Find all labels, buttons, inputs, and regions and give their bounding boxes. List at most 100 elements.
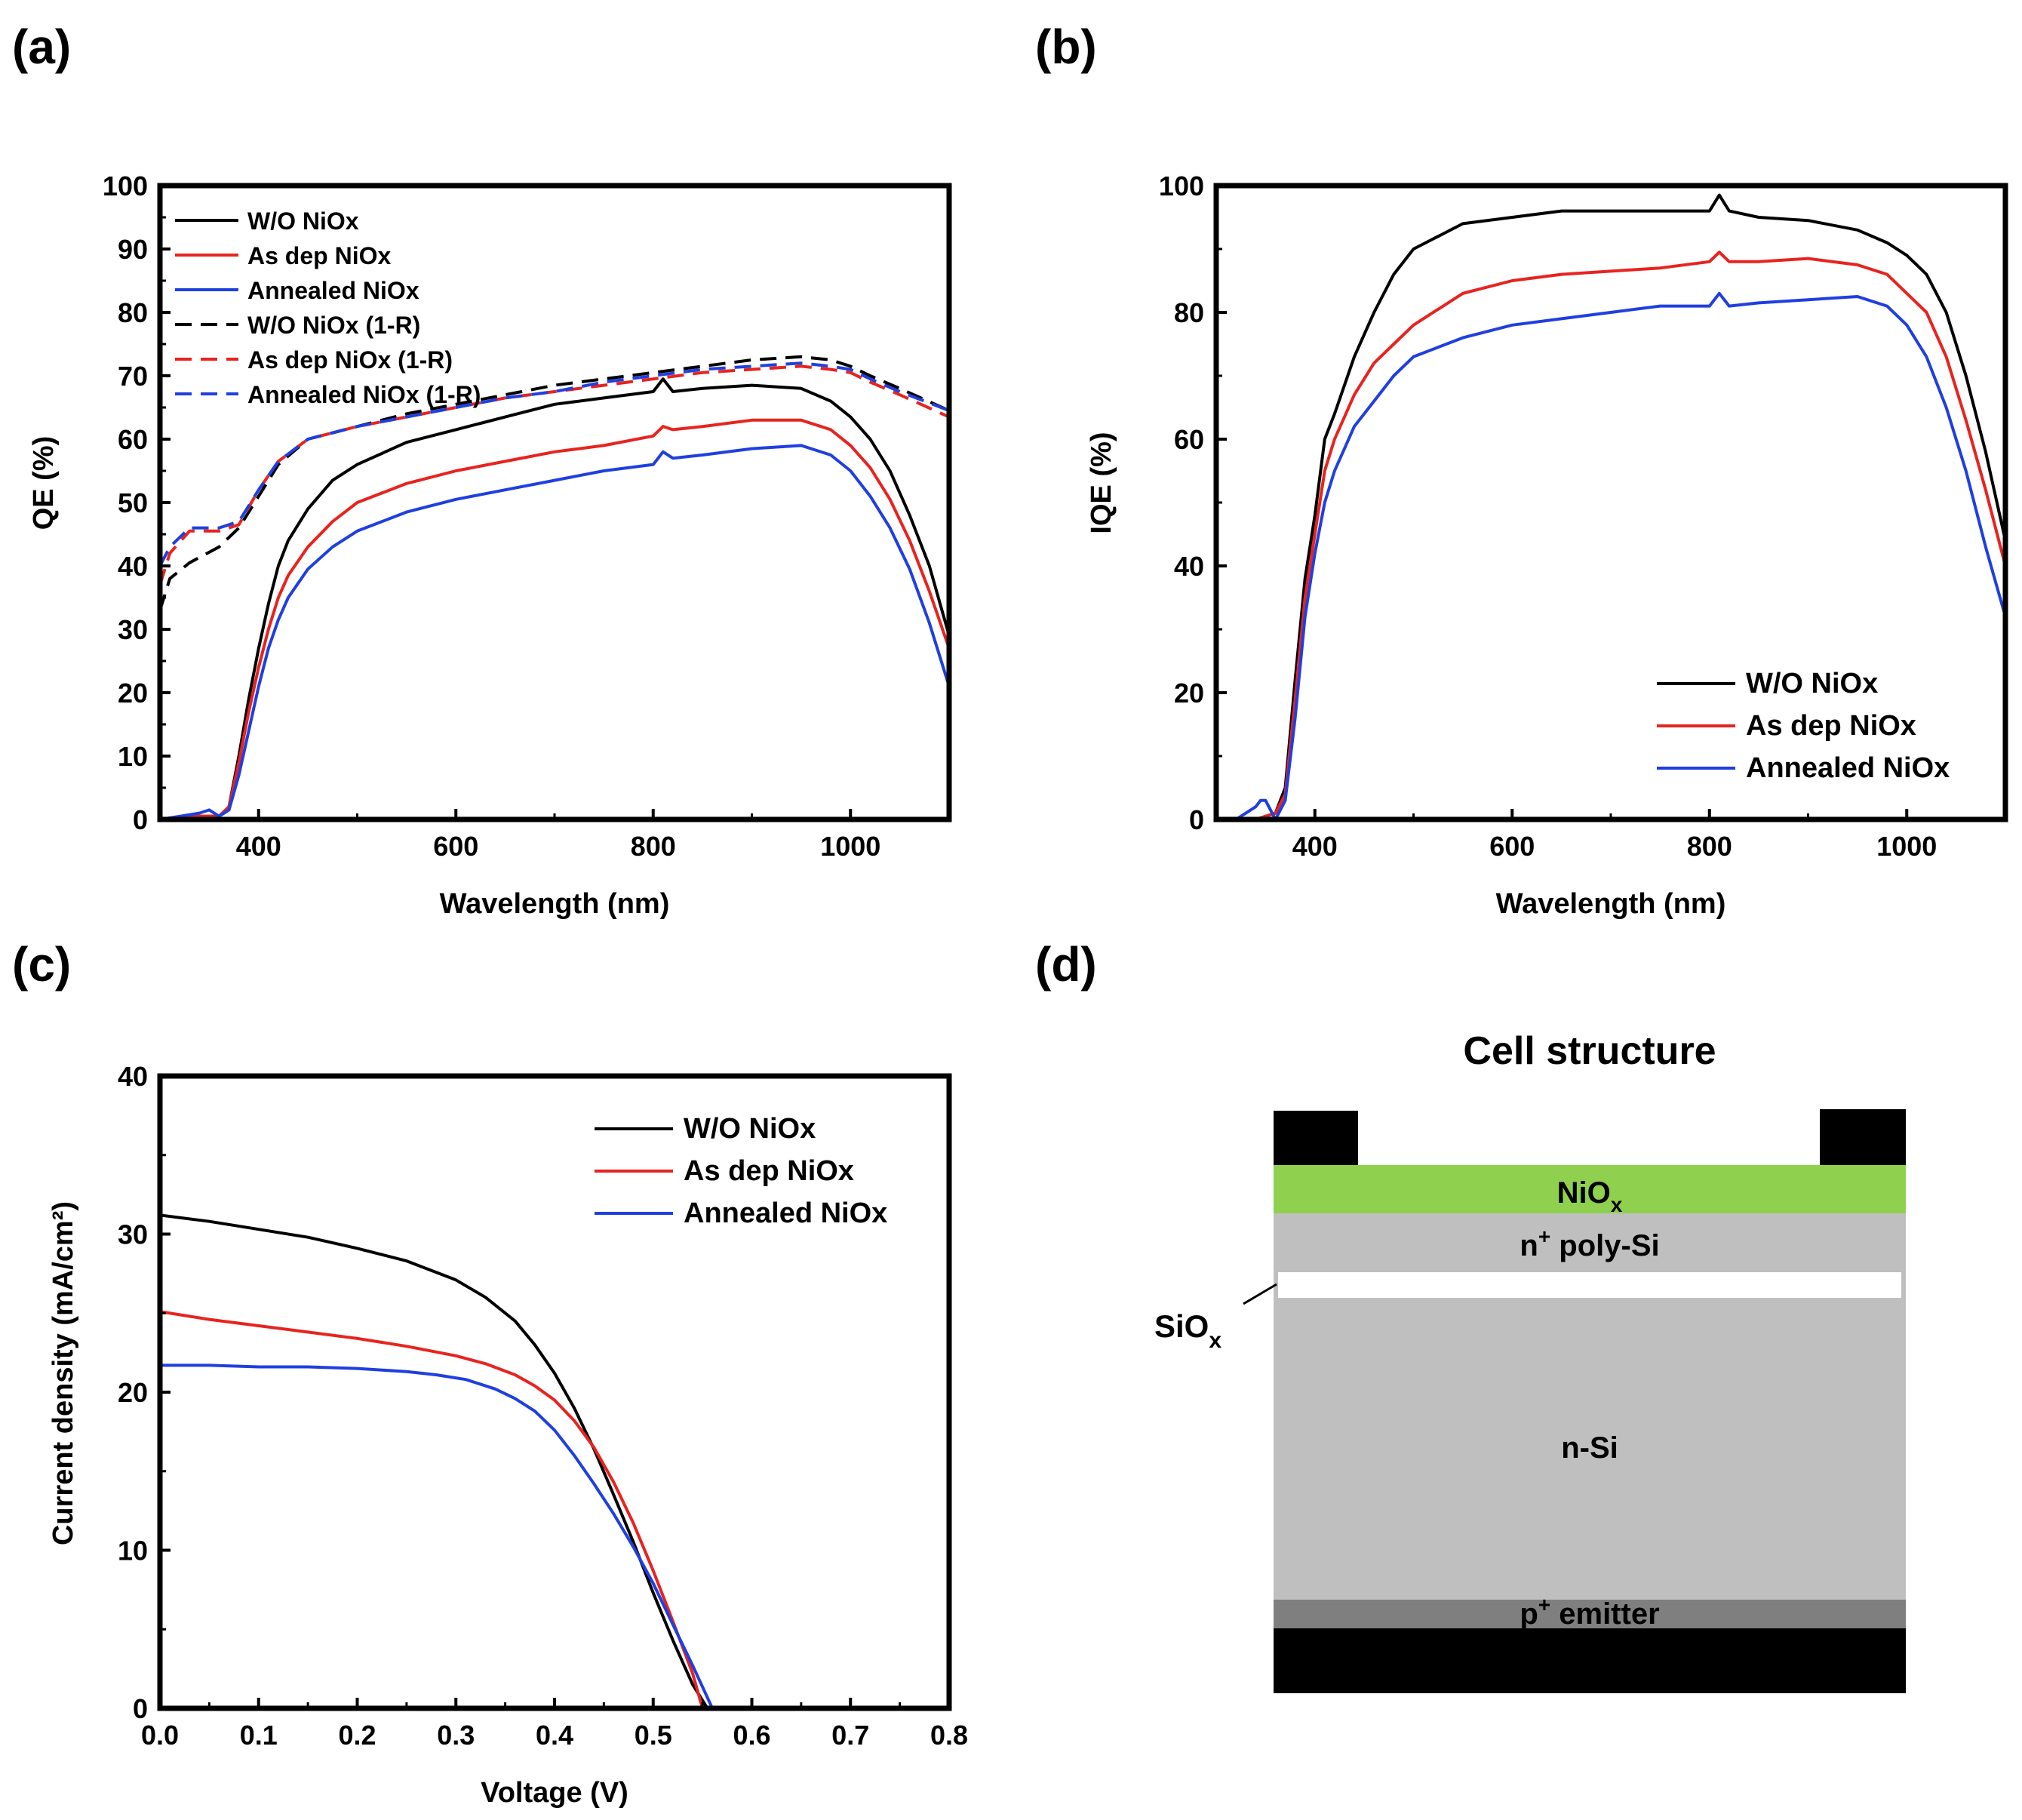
chart-a-ytick-label-3: 30 [118,614,148,645]
chart-c-ytick-label-2: 20 [118,1377,148,1408]
chart-b-xlabel: Wavelength (nm) [1496,888,1726,920]
chart-c-xtick-label-5: 0.5 [635,1720,672,1751]
chart-b-ytick-label-0: 0 [1189,804,1204,835]
chart-a-qe: 400 600 800 1000 0 10 20 30 40 50 60 70 80 90 100 W/O N… [103,171,952,862]
panel-label-d: (d) [1035,937,1097,991]
diagram-title: Cell structure [1463,1029,1716,1073]
chart-a-ytick-label-2: 20 [118,678,148,709]
chart-b-legend-label-1: As dep NiOx [1746,710,1916,742]
nsi-label: n-Si [1561,1431,1618,1465]
nsi-layer [1274,1213,1906,1600]
chart-c-legend: W/O NiOx As dep NiOx Annealed NiOx [595,1113,887,1229]
chart-c-series-line-1 [160,1310,705,1708]
chart-a-ytick-label-1: 10 [118,741,148,772]
front-contact-right [1820,1109,1906,1167]
emitter-label: p+ emitter [1520,1593,1659,1631]
chart-b-xtick-label-2: 800 [1687,831,1732,862]
poly-si-prefix: n [1520,1229,1538,1262]
chart-b-series-line-0 [1216,193,2005,819]
chart-b-ytick-label-1: 20 [1174,678,1204,709]
chart-b-xtick-label-0: 400 [1292,831,1338,862]
siox-label: SiOx [1154,1308,1221,1353]
chart-a-xlabel: Wavelength (nm) [440,888,670,920]
chart-a-xtick-label-0: 400 [236,831,281,862]
chart-b-legend-label-2: Annealed NiOx [1746,752,1950,784]
cell-structure-diagram: Cell structure NiOx n+ poly-Si n-Si p+ e… [1154,1029,1906,1693]
chart-a-ylabel: QE (%) [28,436,60,530]
chart-c-series-line-2 [160,1363,714,1708]
chart-b-ytick-label-5: 100 [1159,171,1204,201]
chart-b-xtick-label-1: 600 [1489,831,1535,862]
chart-c-series-line-0 [160,1213,709,1708]
chart-a-xtick-label-2: 800 [631,831,676,862]
chart-c-legend-label-2: Annealed NiOx [684,1197,887,1229]
siox-layer [1278,1272,1901,1298]
chart-a-xtick-label-3: 1000 [820,831,880,862]
chart-a-series-line-2 [160,444,949,819]
chart-c-xtick-label-3: 0.3 [437,1720,475,1751]
poly-si-label: n+ poly-Si [1520,1225,1659,1262]
chart-a-legend-label-1: As dep NiOx [247,242,391,269]
chart-a-ytick-label-8: 80 [118,297,148,328]
chart-a-legend-label-4: As dep NiOx (1-R) [247,346,453,374]
chart-b-ytick-label-4: 80 [1174,297,1204,328]
siox-main: SiO [1154,1308,1209,1344]
chart-a-series-line-0 [160,377,949,819]
chart-a-ytick-label-7: 70 [118,361,148,392]
emitter-main: emitter [1550,1597,1660,1631]
chart-a-legend-label-5: Annealed NiOx (1-R) [247,381,481,408]
chart-b-iqe: 400 600 800 1000 0 20 40 60 80 100 W/O NiOx As dep … [1159,171,2008,862]
panel-label-b: (b) [1035,20,1097,74]
chart-a-legend: W/O NiOx As dep NiOx Annealed NiOx W/O NiOx… [175,208,481,408]
chart-b-ylabel: IQE (%) [1086,432,1117,533]
chart-c-xtick-label-1: 0.1 [240,1720,278,1751]
chart-b-legend-label-0: W/O NiOx [1746,668,1878,699]
panel-label-a: (a) [12,20,71,74]
emitter-sup: + [1538,1593,1550,1616]
chart-c-jv: 0.0 0.1 0.2 0.3 0.4 0.5 0.6 0.7 0.8 0 10 20 30 40 W/O … [118,1061,968,1751]
siox-sub: x [1209,1328,1221,1353]
chart-a-legend-label-0: W/O NiOx [247,208,359,235]
nio-label-sub: x [1611,1193,1623,1216]
chart-c-xtick-label-0: 0.0 [141,1720,179,1751]
chart-c-legend-label-1: As dep NiOx [684,1155,854,1187]
chart-c-ytick-label-1: 10 [118,1536,148,1566]
chart-b-series-line-1 [1216,251,2005,819]
rear-contact [1274,1628,1906,1693]
chart-b-ytick-label-2: 40 [1174,551,1204,582]
chart-a-ytick-label-0: 0 [133,804,148,835]
chart-b-ytick-label-3: 60 [1174,424,1204,455]
chart-b-legend: W/O NiOx As dep NiOx Annealed NiOx [1657,668,1950,784]
siox-pointer [1243,1283,1277,1305]
nio-label: NiOx [1557,1176,1623,1216]
chart-a-ytick-label-5: 50 [118,487,148,518]
chart-c-ytick-label-0: 0 [133,1693,148,1724]
chart-c-xtick-label-2: 0.2 [338,1720,376,1751]
chart-c-xtick-label-8: 0.8 [930,1720,968,1751]
emitter-layer [1274,1600,1906,1628]
chart-a-ytick-label-9: 90 [118,234,148,265]
chart-c-ylabel: Current density (mA/cm²) [48,1201,79,1545]
chart-b-xtick-label-3: 1000 [1876,831,1937,862]
panel-label-c: (c) [12,937,71,991]
poly-si-main: poly-Si [1550,1229,1659,1262]
chart-c-xlabel: Voltage (V) [481,1777,628,1809]
nio-label-main: NiO [1557,1176,1611,1210]
chart-a-ytick-label-10: 100 [103,171,148,201]
chart-c-ytick-label-4: 40 [118,1061,148,1092]
chart-a-series-line-5 [160,361,949,567]
chart-a-series-line-1 [160,418,949,819]
chart-c-xtick-label-7: 0.7 [831,1720,869,1751]
nio-layer [1274,1165,1906,1213]
front-contact-left [1274,1111,1358,1167]
chart-a-legend-label-2: Annealed NiOx [247,277,419,304]
chart-c-ytick-label-3: 30 [118,1219,148,1250]
emitter-prefix: p [1520,1597,1538,1631]
chart-a-ytick-label-6: 60 [118,424,148,455]
chart-a-legend-label-3: W/O NiOx (1-R) [247,312,420,339]
chart-c-xtick-label-6: 0.6 [733,1720,770,1751]
poly-si-sup: + [1538,1225,1550,1248]
chart-b-series-line-2 [1216,291,2005,819]
chart-a-series-line-4 [160,364,949,586]
